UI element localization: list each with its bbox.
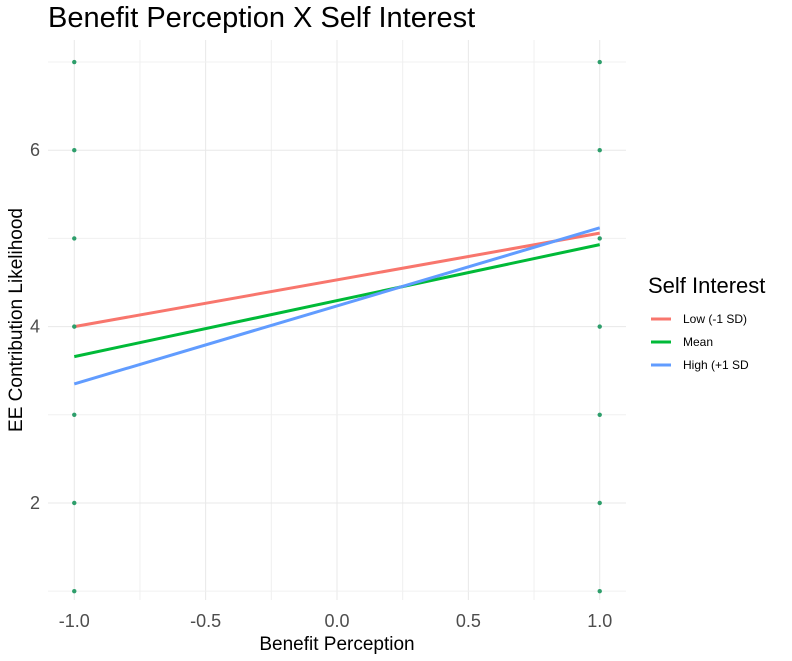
legend-label: High (+1 SD: [683, 358, 749, 372]
y-tick-label: 2: [30, 493, 40, 513]
x-tick-label: -1.0: [59, 611, 90, 631]
data-point: [72, 412, 77, 418]
x-tick-label: 0.0: [324, 611, 349, 631]
data-point: [72, 324, 77, 329]
y-tick-label: 6: [30, 140, 40, 160]
x-axis-title: Benefit Perception: [259, 634, 414, 655]
grid: [48, 40, 626, 600]
legend-label: Low (-1 SD): [683, 312, 747, 326]
data-point: [597, 148, 602, 153]
data-point: [72, 500, 77, 506]
x-tick-label: 1.0: [587, 611, 612, 631]
series-line: [73, 226, 601, 386]
data-point: [597, 588, 602, 594]
data-point: [597, 412, 602, 418]
chart-title: Benefit Perception X Self Interest: [48, 2, 476, 34]
data-point: [597, 59, 602, 65]
axis-ticks: -1.0 -0.5 0.0 0.5 1.0 2 4 6: [30, 140, 612, 631]
data-points: [72, 59, 602, 594]
x-tick-label: -0.5: [190, 611, 221, 631]
data-point: [597, 236, 602, 241]
y-axis-title: EE Contribution Likelihood: [6, 208, 27, 432]
series-lines: [73, 226, 601, 386]
y-tick-label: 4: [30, 317, 40, 337]
series-line: [73, 243, 601, 359]
data-point: [72, 236, 77, 241]
legend: Self Interest Low (-1 SD) Mean High (+1 SD: [648, 273, 765, 372]
legend-title: Self Interest: [648, 273, 765, 298]
data-point: [72, 59, 77, 65]
axis-titles: Benefit Perception EE Contribution Likeli…: [6, 208, 415, 655]
data-point: [597, 500, 602, 506]
data-point: [72, 148, 77, 153]
series-line: [74, 231, 600, 329]
legend-label: Mean: [683, 335, 713, 349]
x-tick-label: 0.5: [456, 611, 481, 631]
data-point: [72, 588, 77, 594]
data-point: [597, 324, 602, 329]
